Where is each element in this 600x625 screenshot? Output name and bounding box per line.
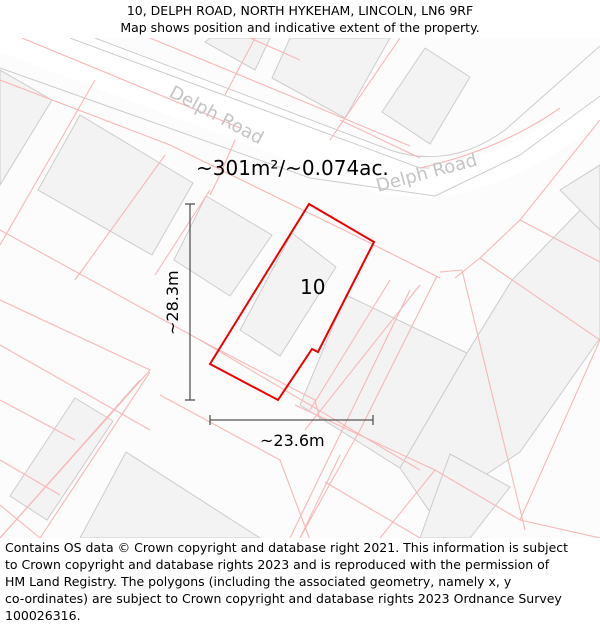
map-header: 10, DELPH ROAD, NORTH HYKEHAM, LINCOLN, … bbox=[0, 0, 600, 38]
copyright-line: 100026316. bbox=[5, 608, 81, 623]
copyright-line: Contains OS data © Crown copyright and d… bbox=[5, 540, 569, 555]
copyright-notice: Contains OS data © Crown copyright and d… bbox=[5, 539, 597, 624]
building bbox=[9, 397, 114, 521]
horizontal-dimension bbox=[209, 415, 374, 425]
building bbox=[173, 195, 273, 297]
building bbox=[559, 164, 600, 231]
building bbox=[399, 189, 600, 513]
property-address: 10, DELPH ROAD, NORTH HYKEHAM, LINCOLN, … bbox=[126, 3, 474, 18]
building bbox=[0, 69, 53, 186]
buildings bbox=[0, 38, 600, 538]
plot-number: 10 bbox=[300, 275, 325, 299]
building bbox=[204, 38, 271, 71]
area-label: ~301m²/~0.074ac. bbox=[196, 156, 389, 180]
copyright-line: to Crown copyright and database rights 2… bbox=[5, 557, 550, 572]
property-boundary[interactable] bbox=[208, 202, 376, 402]
copyright-line: HM Land Registry. The polygons (includin… bbox=[5, 574, 512, 589]
vertical-dimension-label: ~28.3m bbox=[163, 270, 182, 335]
building bbox=[239, 232, 337, 357]
map-caption: Map shows position and indicative extent… bbox=[120, 20, 480, 35]
vertical-dimension bbox=[185, 203, 195, 401]
property-map[interactable]: Delph Road Delph Road ~301m²/~0.074ac. 1… bbox=[0, 38, 600, 538]
copyright-line: co-ordinates) are subject to Crown copyr… bbox=[5, 591, 562, 606]
horizontal-dimension-label: ~23.6m bbox=[260, 431, 325, 450]
parcel-boundaries bbox=[0, 38, 600, 538]
building bbox=[381, 47, 471, 145]
building bbox=[37, 114, 194, 256]
building bbox=[79, 451, 261, 538]
